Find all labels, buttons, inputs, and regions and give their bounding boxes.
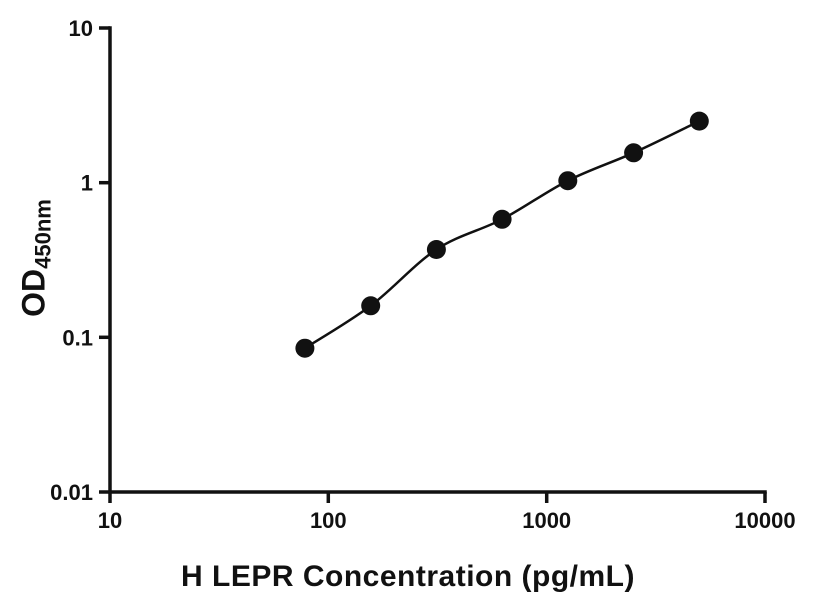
y-axis-label: OD450nm — [16, 199, 57, 317]
data-point — [295, 338, 315, 358]
x-tick-label: 10000 — [734, 508, 795, 533]
y-axis-label-main: OD — [15, 268, 52, 317]
x-tick-label: 1000 — [522, 508, 571, 533]
data-point — [492, 209, 512, 229]
axes-spines — [108, 26, 767, 494]
data-point — [426, 240, 446, 259]
x-axis-label: H LEPR Concentration (pg/mL) — [181, 560, 635, 593]
y-axis-label-subscript: 450nm — [30, 199, 56, 269]
data-point — [361, 296, 381, 316]
x-tick-label: 100 — [310, 508, 347, 533]
y-tick-label: 0.01 — [50, 480, 93, 505]
data-point — [558, 171, 578, 191]
y-tick-label: 0.1 — [62, 325, 93, 350]
y-tick-label: 1 — [81, 171, 93, 196]
x-tick-label: 10 — [98, 508, 122, 533]
y-tick-label: 10 — [69, 16, 93, 41]
data-point — [689, 111, 709, 131]
data-point — [624, 143, 644, 163]
